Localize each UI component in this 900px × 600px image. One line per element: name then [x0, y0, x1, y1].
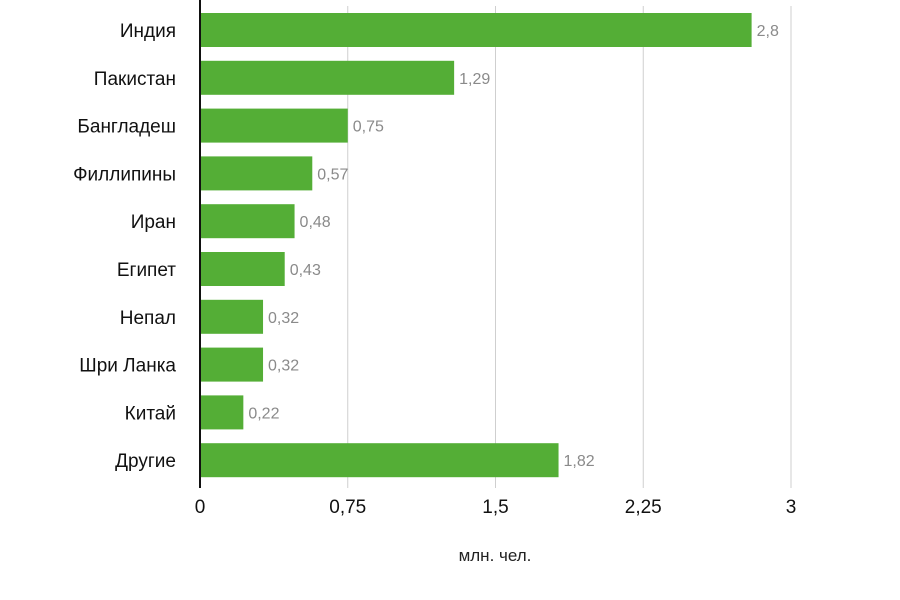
value-labels: 2,8 1,29 0,75 0,57 0,48 0,43 0,32 0,32 0,22 1,82 [248, 23, 779, 470]
value-label: 0,57 [317, 166, 348, 183]
bar [200, 347, 264, 382]
value-label: 0,43 [290, 262, 321, 279]
x-tick-label: 3 [786, 497, 797, 518]
x-tick-label: 2,25 [625, 497, 662, 518]
x-axis-title: млн. чел. [459, 546, 532, 565]
value-label: 0,32 [268, 310, 299, 327]
value-label: 0,22 [248, 405, 279, 422]
category-label: Непал [120, 308, 176, 329]
value-label: 2,8 [757, 23, 779, 40]
bar [200, 60, 455, 95]
x-tick-label: 0 [195, 497, 206, 518]
category-label: Другие [115, 451, 176, 472]
category-label: Индия [120, 21, 176, 42]
x-tick-label: 1,5 [482, 497, 508, 518]
category-label: Шри Ланка [79, 356, 176, 377]
category-label: Пакистан [94, 69, 176, 90]
bar [200, 204, 295, 239]
grid-lines [347, 6, 792, 488]
bar [200, 443, 559, 478]
x-tick-label: 0,75 [329, 497, 366, 518]
bars [200, 13, 752, 478]
value-label: 1,29 [459, 71, 490, 88]
value-label: 0,32 [268, 358, 299, 375]
value-label: 1,82 [564, 453, 595, 470]
category-label: Китай [125, 403, 176, 424]
value-label: 0,75 [353, 119, 384, 136]
category-labels: Индия Пакистан Бангладеш Филлипины Иран Египе… [73, 21, 176, 472]
category-label: Египет [117, 260, 176, 281]
category-label: Иран [131, 212, 176, 233]
bar [200, 395, 244, 430]
bar [200, 108, 348, 143]
bar [200, 252, 285, 286]
bar [200, 13, 752, 47]
bar [200, 156, 313, 191]
x-tick-labels: 0 0,75 1,5 2,25 3 [195, 497, 797, 518]
category-label: Филлипины [73, 164, 176, 185]
value-label: 0,48 [300, 214, 331, 231]
category-label: Бангладеш [77, 117, 176, 138]
bar [200, 299, 264, 334]
